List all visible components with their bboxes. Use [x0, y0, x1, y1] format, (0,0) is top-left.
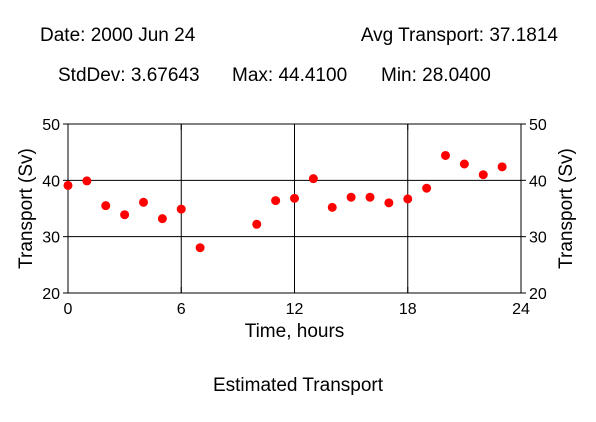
- data-point: [403, 194, 413, 204]
- min-label: Min: 28.0400: [381, 65, 491, 86]
- data-point: [252, 219, 262, 229]
- date-label: Date: 2000 Jun 24: [40, 25, 196, 46]
- y-tick-label-right: 30: [529, 230, 547, 247]
- stddev-label: StdDev: 3.67643: [58, 65, 200, 86]
- data-point: [195, 243, 205, 253]
- y-tick-label-left: 30: [42, 230, 60, 247]
- data-point: [63, 180, 73, 190]
- data-point: [176, 204, 186, 214]
- grid-lines: [68, 124, 521, 293]
- data-point: [290, 193, 299, 203]
- data-point: [327, 202, 337, 212]
- avg-transport-label: Avg Transport: 37.1814: [360, 25, 558, 46]
- data-point: [308, 174, 318, 184]
- y-tick-label-left: 40: [42, 173, 60, 190]
- data-point: [384, 198, 394, 208]
- x-tick-label: 24: [512, 301, 530, 318]
- x-tick-label: 0: [64, 301, 73, 318]
- data-point: [365, 192, 375, 202]
- data-point: [139, 197, 148, 207]
- y-tick-label-left: 50: [42, 117, 60, 134]
- y-axis-label-right: Transport (Sv): [556, 148, 577, 269]
- x-tick-label: 6: [177, 301, 186, 318]
- data-point: [459, 159, 469, 169]
- data-point: [441, 150, 450, 160]
- y-tick-label-right: 50: [529, 117, 547, 134]
- data-point: [346, 192, 356, 202]
- data-point: [422, 183, 432, 193]
- data-point: [478, 170, 488, 180]
- x-tick-label: 18: [399, 301, 417, 318]
- y-axis-label: Transport (Sv): [16, 148, 37, 269]
- data-point: [82, 176, 92, 186]
- x-tick-label: 12: [286, 301, 304, 318]
- y-tick-label-right: 20: [529, 286, 547, 303]
- x-axis-label: Time, hours: [245, 321, 345, 342]
- data-point: [497, 162, 507, 172]
- data-point: [157, 214, 167, 224]
- axis-ticks: [63, 123, 526, 294]
- chart-caption: Estimated Transport: [212, 375, 384, 396]
- data-point: [101, 201, 111, 211]
- y-tick-label-right: 40: [529, 173, 547, 190]
- data-point: [120, 210, 130, 220]
- y-tick-label-left: 20: [42, 286, 60, 303]
- data-point: [271, 196, 281, 206]
- max-label: Max: 44.4100: [232, 65, 348, 86]
- data-points: [63, 150, 507, 253]
